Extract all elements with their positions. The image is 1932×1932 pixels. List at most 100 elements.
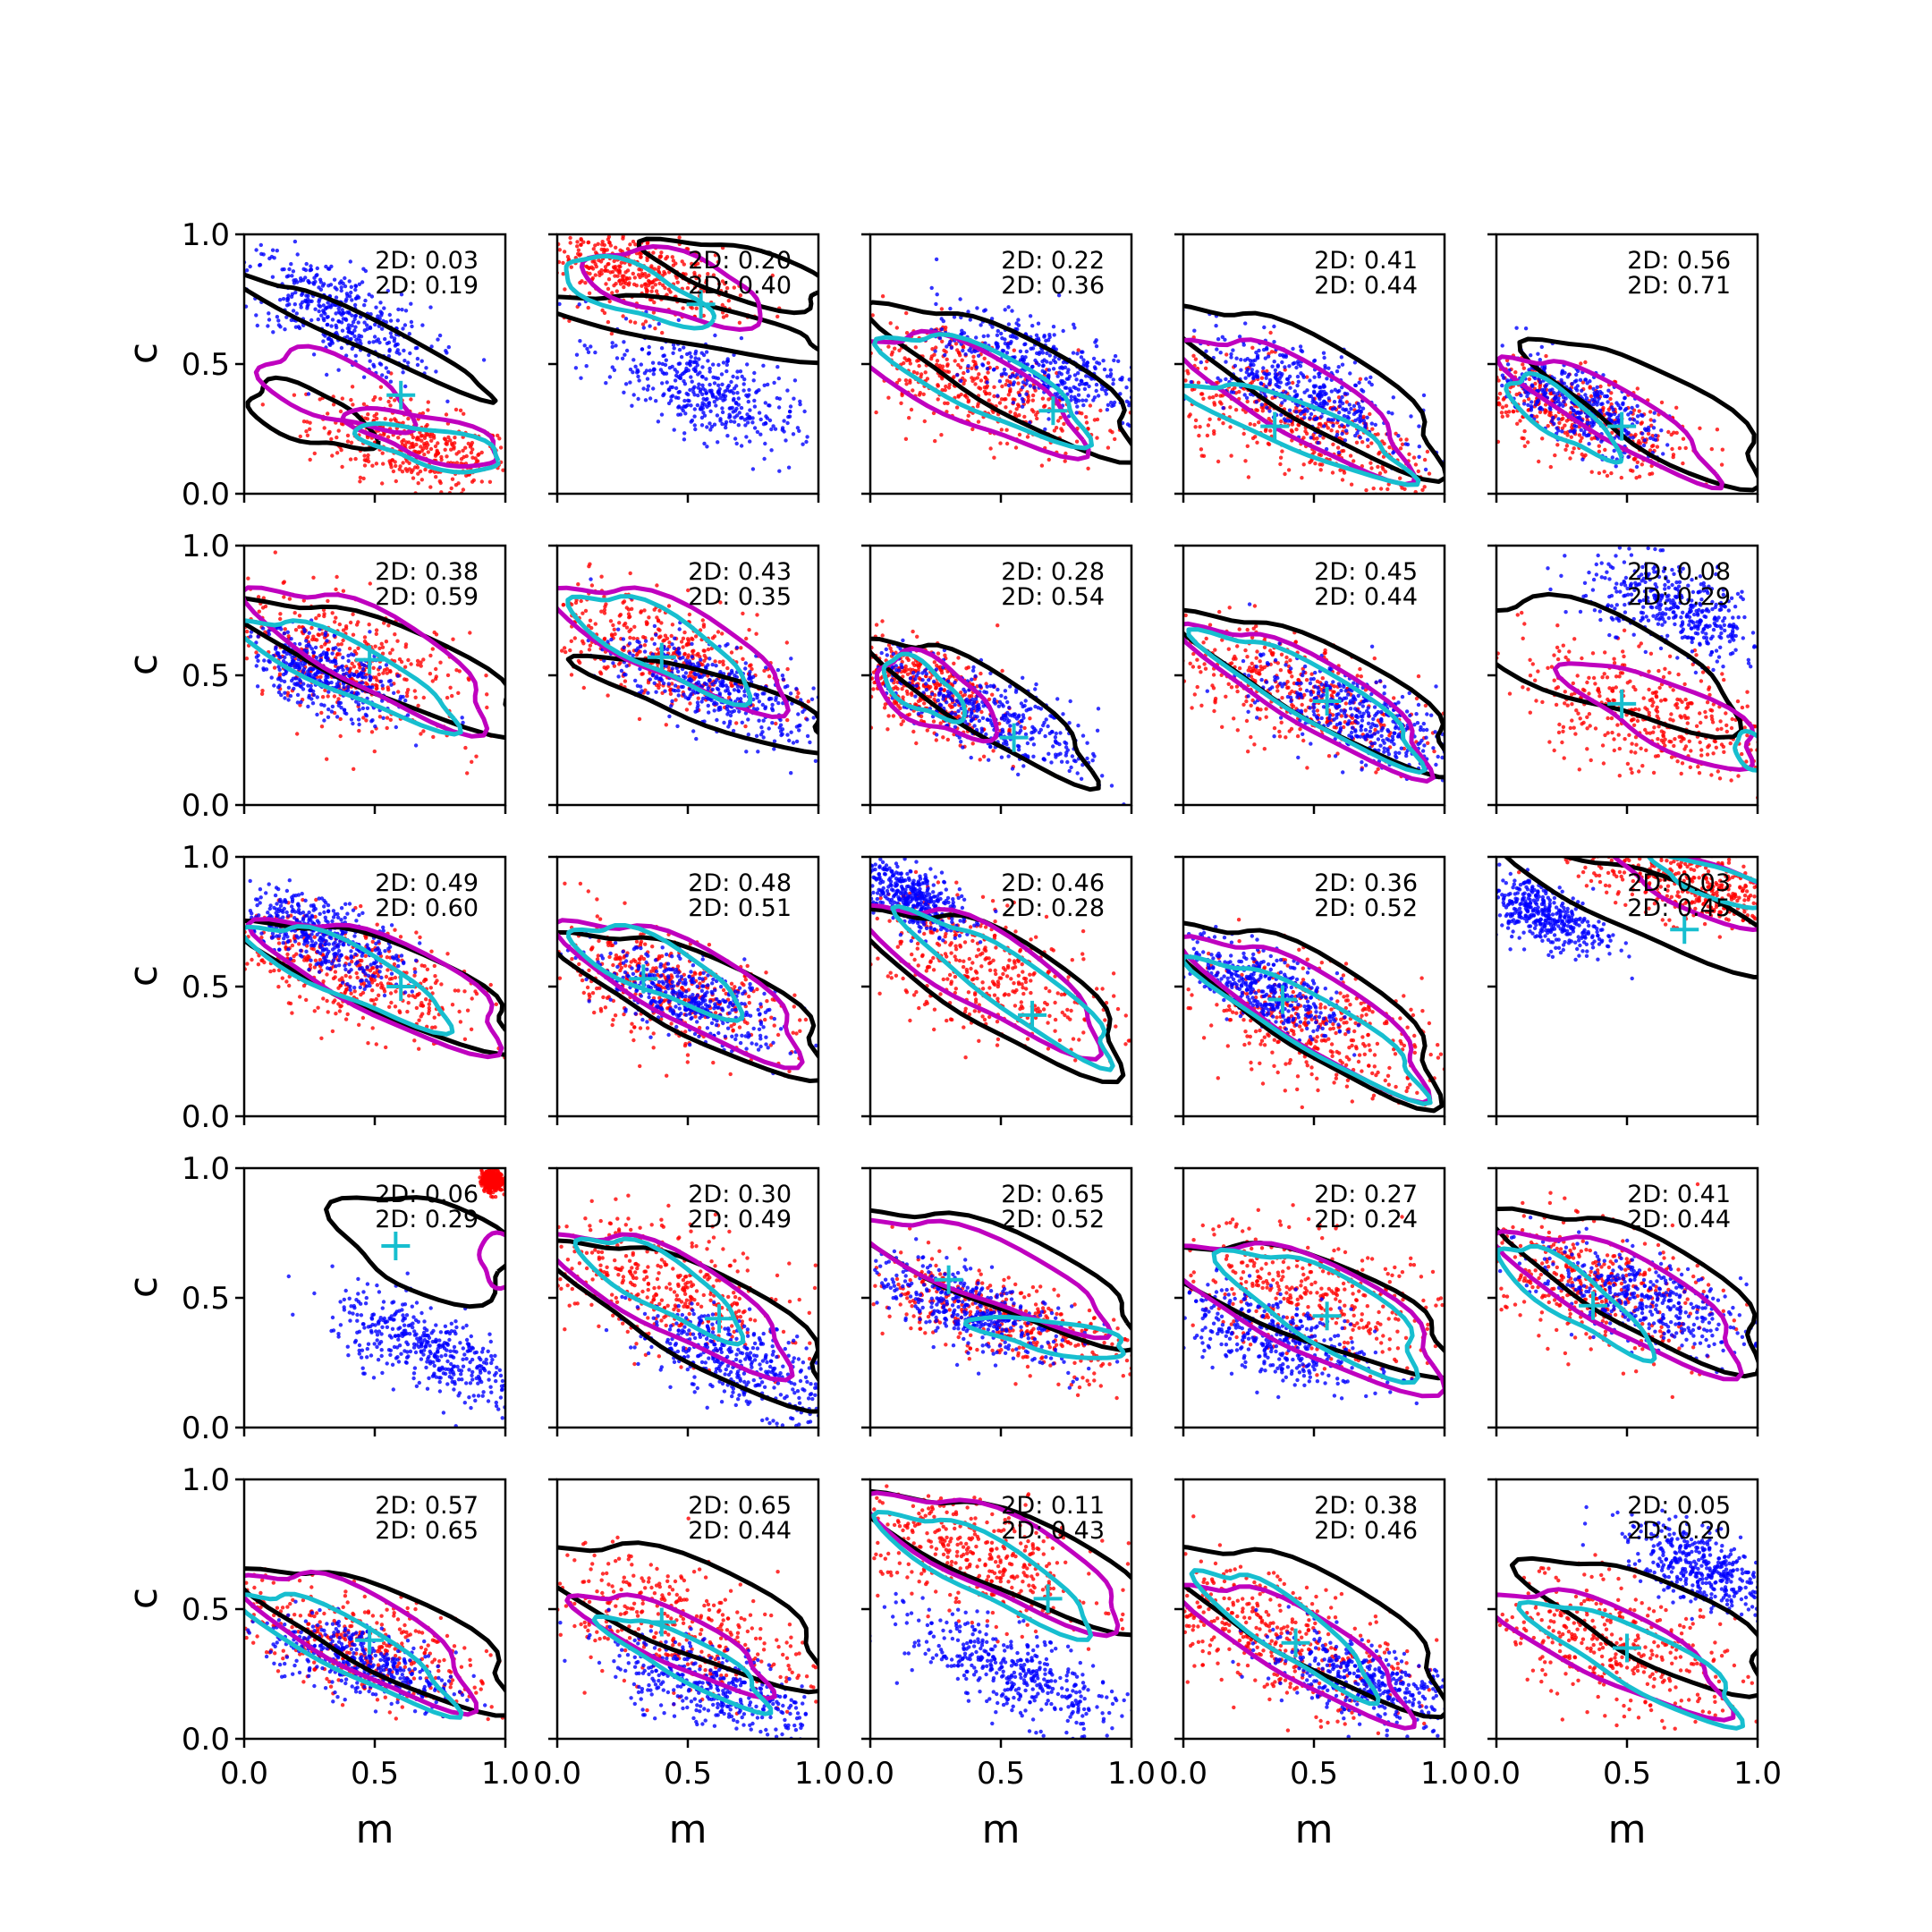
blue-samples-point <box>281 658 286 664</box>
red-samples-point <box>362 453 367 458</box>
blue-samples-point <box>1345 392 1350 396</box>
red-samples-point <box>583 281 588 285</box>
red-samples-point <box>381 462 386 466</box>
blue-samples-point <box>1578 415 1582 420</box>
blue-samples-point <box>1241 343 1246 347</box>
blue-samples-point <box>1646 425 1651 430</box>
red-samples-point <box>352 767 356 771</box>
red-samples-point <box>1254 408 1258 412</box>
red-samples-point <box>430 647 435 651</box>
red-samples-point <box>403 642 409 647</box>
red-samples-point <box>671 258 676 263</box>
blue-samples-point <box>996 328 1001 334</box>
blue-samples-point <box>1082 386 1088 392</box>
red-samples-point <box>1259 376 1265 380</box>
red-samples-point <box>361 716 366 720</box>
blue-samples-point <box>353 353 358 358</box>
blue-samples-point <box>1335 432 1340 437</box>
blue-samples-point <box>336 368 341 372</box>
blue-samples-point <box>1324 446 1329 452</box>
blue-samples-point <box>1076 371 1080 376</box>
red-samples-point <box>908 361 912 366</box>
red-samples-point <box>319 724 325 729</box>
red-samples-point <box>450 441 454 445</box>
red-samples-point <box>1376 432 1380 436</box>
blue-samples-point <box>1283 365 1287 369</box>
red-samples-point <box>1092 418 1097 422</box>
blue-samples-point <box>1125 422 1131 427</box>
blue-samples-point <box>773 427 778 431</box>
blue-samples-point <box>1261 366 1266 370</box>
blue-samples-point <box>948 306 953 311</box>
red-samples-point <box>649 264 654 268</box>
black-contour <box>245 375 381 452</box>
blue-samples-point <box>728 406 733 411</box>
red-samples-point <box>426 400 430 404</box>
blue-samples-point <box>329 337 334 343</box>
red-samples-point <box>380 645 386 649</box>
red-samples-point <box>934 345 938 350</box>
blue-samples-point <box>743 423 748 428</box>
blue-samples-point <box>1074 411 1079 415</box>
red-samples-point <box>402 665 408 669</box>
red-samples-point <box>568 235 572 241</box>
red-samples-point <box>448 438 453 443</box>
blue-samples-point <box>1361 419 1367 423</box>
red-samples-point <box>373 644 377 648</box>
blue-samples-point <box>1577 411 1582 416</box>
red-samples-point <box>421 695 426 700</box>
blue-samples-point <box>276 690 282 695</box>
blue-samples-point <box>368 359 372 363</box>
red-samples-point <box>1034 412 1038 418</box>
red-samples-point <box>612 258 616 264</box>
blue-samples-point <box>424 366 428 370</box>
red-samples-point <box>1398 437 1403 442</box>
cyan-contour <box>564 253 716 331</box>
red-samples-point <box>358 665 362 670</box>
blue-samples-point <box>687 399 691 403</box>
red-samples-point <box>1376 464 1380 470</box>
red-samples-point <box>368 581 372 586</box>
blue-samples-point <box>290 292 295 296</box>
red-samples-point <box>1589 394 1594 399</box>
blue-samples-point <box>1640 431 1645 436</box>
blue-samples-point <box>1229 352 1233 357</box>
blue-samples-point <box>795 426 801 430</box>
blue-samples-point <box>762 383 767 387</box>
red-samples-point <box>958 353 962 358</box>
blue-samples-point <box>1652 419 1657 423</box>
red-samples-point <box>341 638 345 643</box>
blue-samples-point <box>1538 358 1543 362</box>
red-samples-point <box>397 657 402 662</box>
blue-samples-point <box>786 465 792 470</box>
blue-samples-point <box>1340 423 1344 428</box>
blue-samples-point <box>1243 321 1248 326</box>
blue-samples-point <box>1244 395 1250 400</box>
red-samples-point <box>576 248 581 252</box>
blue-samples-point <box>336 318 341 324</box>
blue-samples-point <box>645 387 650 392</box>
blue-samples-point <box>579 376 583 380</box>
red-samples-point <box>577 253 581 258</box>
red-samples-point <box>1589 436 1594 441</box>
blue-samples-point <box>1540 365 1545 369</box>
blue-samples-point <box>1052 333 1056 337</box>
blue-samples-point <box>1037 352 1042 356</box>
red-samples-point <box>1527 377 1532 382</box>
blue-samples-point <box>719 372 724 377</box>
blue-samples-point <box>1336 450 1342 455</box>
blue-samples-point <box>752 426 758 430</box>
red-samples-point <box>1278 462 1283 467</box>
blue-samples-point <box>1523 326 1529 331</box>
red-samples-point <box>569 265 573 269</box>
red-samples-point <box>330 611 335 615</box>
blue-samples-point <box>676 412 681 417</box>
blue-samples-point <box>747 415 751 419</box>
blue-samples-point <box>353 284 359 289</box>
blue-samples-point <box>966 364 970 369</box>
blue-samples-point <box>1273 368 1278 373</box>
blue-samples-point <box>688 359 692 363</box>
red-samples-point <box>423 433 428 438</box>
blue-samples-point <box>624 348 630 353</box>
